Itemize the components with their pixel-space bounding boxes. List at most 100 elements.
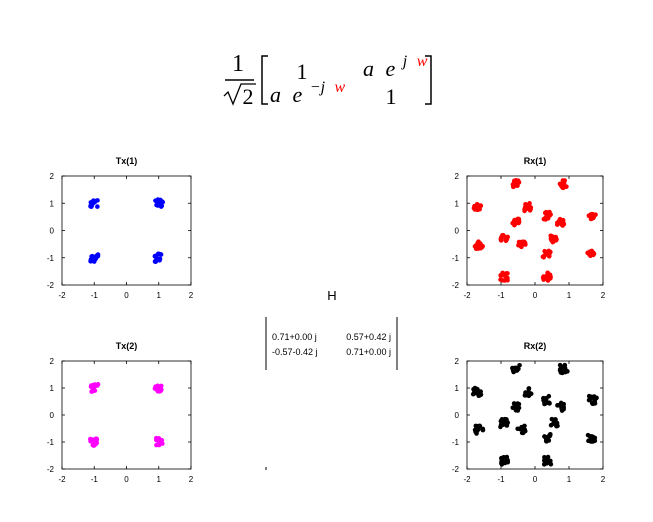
y-tick-label: -1	[47, 254, 55, 263]
x-tick-label: 1	[157, 475, 162, 484]
x-tick-label: 2	[189, 291, 194, 300]
y-tick-label: -1	[452, 438, 460, 447]
y-tick-label: -1	[452, 254, 460, 263]
x-tick-label: -1	[497, 475, 505, 484]
y-tick-label: 1	[50, 199, 55, 208]
y-tick-label: 1	[455, 384, 460, 393]
x-tick-label: -2	[58, 291, 66, 300]
x-tick-label: 2	[189, 475, 194, 484]
constellation-point	[557, 362, 570, 376]
constellation-point	[510, 177, 522, 190]
matrix-entry-22: 1	[386, 84, 397, 109]
constellation-point	[516, 239, 528, 250]
right-bracket	[425, 55, 432, 105]
constellation-point	[472, 239, 485, 252]
y-tick-label: 2	[50, 172, 55, 181]
constellation-point	[540, 248, 553, 260]
x-tick-label: 2	[601, 291, 606, 300]
constellation-point	[510, 401, 522, 413]
constellation-point	[554, 216, 567, 228]
constellation-point	[152, 251, 164, 264]
y-tick-label: 1	[50, 384, 55, 393]
constellation-point	[499, 454, 511, 467]
constellation-point	[498, 270, 510, 283]
plot-title: Rx(1)	[524, 156, 547, 166]
constellation-point	[541, 454, 554, 467]
left-bracket	[261, 55, 268, 105]
sqrt-radicand: 2	[243, 84, 254, 109]
x-tick-label: 0	[124, 291, 129, 300]
x-tick-label: -2	[463, 475, 471, 484]
y-tick-label: -2	[452, 465, 460, 474]
y-tick-label: 2	[455, 172, 460, 181]
constellation-point	[548, 416, 560, 429]
constellation-point	[585, 432, 598, 444]
constellation-point	[540, 270, 553, 283]
constellation-point	[586, 393, 599, 407]
y-tick-label: -2	[452, 281, 460, 290]
constellation-point	[152, 383, 164, 394]
y-tick-label: 2	[50, 357, 55, 366]
constellation-point	[548, 233, 559, 245]
constellation-point	[555, 400, 567, 413]
constellation-point	[542, 431, 553, 444]
plot-title: Rx(2)	[524, 341, 547, 351]
x-tick-label: 0	[124, 475, 129, 484]
x-tick-label: -1	[91, 475, 99, 484]
constellation-point	[88, 382, 101, 394]
x-tick-label: -1	[497, 291, 505, 300]
matrix-cell-11: 0.71+0.00 j	[272, 332, 317, 342]
constellation-point	[88, 198, 100, 210]
sqrt-sign	[223, 83, 256, 106]
constellation-point	[557, 178, 569, 191]
x-tick-label: 1	[157, 291, 162, 300]
x-tick-label: 0	[533, 475, 538, 484]
constellation-point	[88, 436, 100, 448]
constellation-point	[153, 197, 166, 209]
channel-matrix-label: H	[327, 288, 336, 303]
matrix-cell-22: 0.71+0.00 j	[346, 347, 391, 357]
constellation-point	[515, 423, 528, 436]
x-tick-label: 1	[567, 291, 572, 300]
constellation-point	[88, 252, 101, 264]
matrix-entry-12: a e j w	[363, 46, 428, 81]
plot-title: Tx(2)	[116, 341, 138, 351]
y-tick-label: 0	[50, 227, 55, 236]
matrix-entry-11: 1	[297, 59, 308, 84]
matrix-cell-21: -0.57-0.42 j	[272, 347, 318, 357]
precoding-matrix-formula: 1 2 1 1 a e j w a e −j w	[223, 46, 432, 109]
y-tick-label: 0	[455, 227, 460, 236]
y-tick-label: 0	[455, 411, 460, 420]
x-tick-label: 2	[601, 475, 606, 484]
constellation-point	[498, 416, 511, 430]
constellation-point	[586, 211, 598, 222]
constellation-point	[498, 232, 511, 244]
y-tick-label: 0	[50, 411, 55, 420]
fraction-numerator: 1	[232, 51, 244, 77]
y-tick-label: 1	[455, 199, 460, 208]
constellation-point	[541, 209, 553, 222]
constellation-point	[510, 362, 522, 375]
x-tick-label: -2	[463, 291, 471, 300]
constellation-point	[585, 248, 597, 259]
constellation-point	[522, 201, 534, 214]
y-tick-label: -2	[47, 281, 55, 290]
constellation-point	[472, 423, 486, 436]
constellation-point	[541, 393, 552, 407]
y-tick-label: 2	[455, 357, 460, 366]
y-tick-label: -1	[47, 438, 55, 447]
plot-title: Tx(1)	[116, 156, 138, 166]
constellation-point	[471, 201, 484, 213]
constellation-point	[470, 385, 484, 399]
x-tick-label: -1	[91, 291, 99, 300]
matrix-entry-21: a e −j w	[270, 72, 346, 107]
x-tick-label: 1	[567, 475, 572, 484]
x-tick-label: 0	[533, 291, 538, 300]
constellation-point	[510, 216, 522, 228]
matrix-cell-12: 0.57+0.42 j	[346, 332, 391, 342]
